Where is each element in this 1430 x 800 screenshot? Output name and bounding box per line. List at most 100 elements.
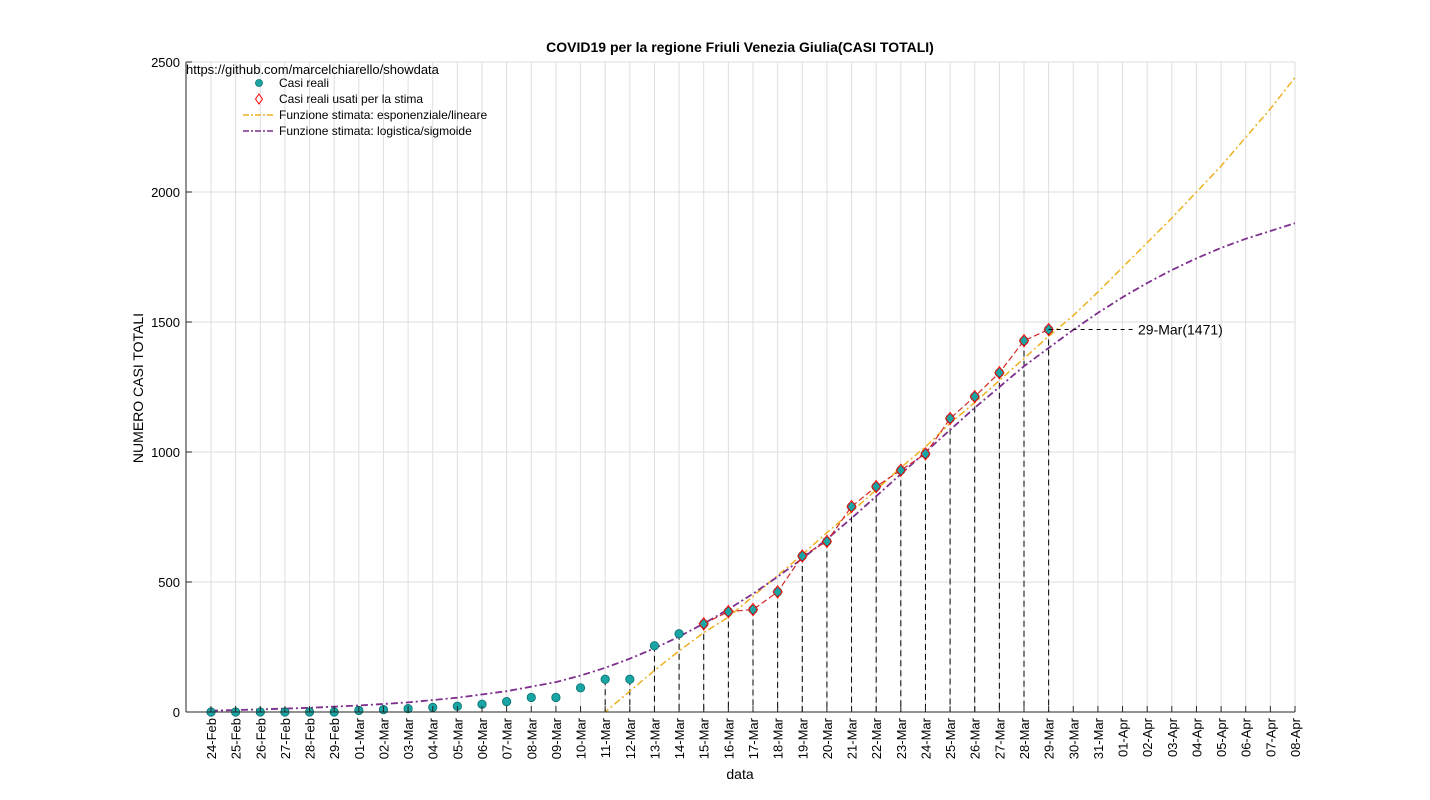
x-tick-label: 14-Mar: [672, 717, 687, 759]
data-point-casi-reali: [551, 692, 561, 703]
data-point-used: [723, 604, 734, 619]
x-tick-label: 26-Mar: [968, 717, 983, 759]
y-tick-label: 0: [173, 705, 180, 720]
data-point-casi-reali: [994, 368, 1004, 378]
x-axis-label: data: [726, 766, 753, 782]
data-point-casi-reali: [600, 674, 610, 684]
data-point-casi-reali: [773, 587, 783, 597]
x-tick-label: 06-Apr: [1239, 717, 1254, 757]
grid: [186, 61, 1296, 713]
x-tick-label: 13-Mar: [647, 717, 662, 759]
legend-label: Funzione stimata: logistica/sigmoide: [279, 124, 472, 138]
legend-marker-diamond: [254, 93, 264, 105]
data-point-casi-reali: [945, 413, 955, 424]
legend-entry: Funzione stimata: logistica/sigmoide: [243, 124, 472, 138]
data-point-casi-reali: [625, 674, 635, 684]
data-point-casi-reali: [920, 449, 931, 459]
x-tick-label: 25-Feb: [229, 718, 244, 759]
x-tick-label: 28-Feb: [303, 718, 318, 759]
x-tick-label: 01-Mar: [352, 717, 367, 759]
legend-label: Casi reali: [279, 76, 329, 90]
x-tick-label: 07-Mar: [500, 717, 515, 759]
x-tick-label: 12-Mar: [623, 717, 638, 759]
source-url: https://github.com/marcelchiarello/showd…: [186, 62, 440, 77]
legend-label: Casi reali usati per la stima: [279, 92, 423, 106]
x-tick-label: 05-Mar: [450, 717, 465, 759]
y-tick-label: 1500: [151, 315, 180, 330]
data-point-casi-reali: [896, 465, 906, 475]
x-tick-label: 24-Feb: [204, 718, 219, 759]
data-point-casi-reali: [970, 392, 980, 402]
x-tick-label: 09-Mar: [549, 717, 564, 759]
data-point-casi-reali: [797, 551, 807, 561]
x-tick-label: 26-Feb: [253, 718, 268, 759]
drop-lines: [604, 329, 1050, 712]
x-tick-label: 11-Mar: [598, 717, 613, 758]
data-point-used: [698, 617, 709, 631]
x-tick-label: 15-Mar: [697, 717, 712, 759]
data-point-casi-reali: [674, 629, 684, 639]
x-tick-label: 31-Mar: [1091, 717, 1106, 759]
x-tick-label: 05-Apr: [1214, 717, 1229, 757]
x-tick-label: 19-Mar: [795, 717, 810, 759]
x-tick-label: 21-Mar: [845, 717, 860, 759]
data-point-casi-reali: [723, 607, 733, 617]
data-point-casi-reali: [649, 641, 660, 651]
data-point-casi-reali: [1019, 336, 1029, 346]
data-point-casi-reali: [748, 604, 758, 615]
data-point-casi-reali: [699, 619, 709, 629]
legend-entry: Funzione stimata: esponenziale/lineare: [243, 108, 487, 122]
logistic-fit-line: [210, 222, 1295, 712]
x-tick-label: 03-Apr: [1165, 717, 1180, 757]
exponential-fit-line: [604, 76, 1295, 712]
annotation: 29-Mar(1471): [1048, 322, 1223, 338]
legend-label: Funzione stimata: esponenziale/lineare: [279, 108, 487, 122]
chart-title: COVID19 per la regione Friuli Venezia Gi…: [546, 39, 934, 55]
data-point-used: [797, 549, 808, 563]
annotation-label: 29-Mar(1471): [1138, 322, 1223, 338]
x-tick-label: 02-Apr: [1140, 717, 1155, 757]
x-tick-label: 06-Mar: [475, 717, 490, 759]
x-tick-label: 30-Mar: [1066, 717, 1081, 759]
data-point-casi-reali: [502, 696, 512, 707]
data-points: [206, 322, 1054, 717]
data-point-used: [871, 479, 882, 494]
data-point-casi-reali: [871, 481, 881, 492]
x-tick-label: 16-Mar: [721, 717, 736, 759]
data-point-used: [944, 411, 956, 426]
y-axis-label: NUMERO CASI TOTALI: [130, 313, 146, 463]
x-tick-label: 22-Mar: [869, 717, 884, 759]
data-point-used: [772, 585, 783, 599]
data-point-used: [969, 389, 980, 404]
x-tick-label: 27-Feb: [278, 718, 293, 759]
x-tick-label: 08-Mar: [524, 717, 539, 759]
x-tick-label: 28-Mar: [1017, 717, 1032, 759]
data-point-used: [821, 534, 833, 549]
legend-marker-dot: [255, 79, 263, 87]
data-point-used: [994, 365, 1005, 380]
plot-area: [186, 62, 1295, 712]
y-tick-label: 500: [158, 575, 180, 590]
x-tick-label: 29-Feb: [327, 718, 342, 759]
data-point-casi-reali: [822, 536, 832, 547]
x-tick-label: 27-Mar: [992, 717, 1007, 759]
y-tick-label: 1000: [151, 445, 180, 460]
data-point-used: [895, 463, 906, 478]
data-point-casi-reali: [526, 692, 536, 703]
legend: Casi reali Casi reali usati per la stima F…: [243, 76, 487, 138]
x-tick-label: 29-Mar: [1042, 717, 1057, 759]
data-point-used: [1043, 322, 1054, 337]
x-tick-label: 24-Mar: [918, 717, 933, 759]
data-point-used: [846, 499, 857, 514]
data-point-used: [747, 602, 759, 617]
x-tick-label: 20-Mar: [820, 717, 835, 759]
x-tick-label: 25-Mar: [943, 717, 958, 759]
axes: 0 500 1000 1500 2000 2500 24-Feb 25-Feb 26-Feb 27…: [151, 55, 1303, 759]
x-tick-label: 23-Mar: [894, 717, 909, 759]
legend-entry: Casi reali usati per la stima: [254, 92, 423, 106]
x-tick-label: 10-Mar: [574, 717, 589, 759]
data-point-used: [1018, 333, 1030, 348]
x-tick-label: 01-Apr: [1116, 717, 1131, 757]
legend-entry: Casi reali: [255, 76, 329, 90]
